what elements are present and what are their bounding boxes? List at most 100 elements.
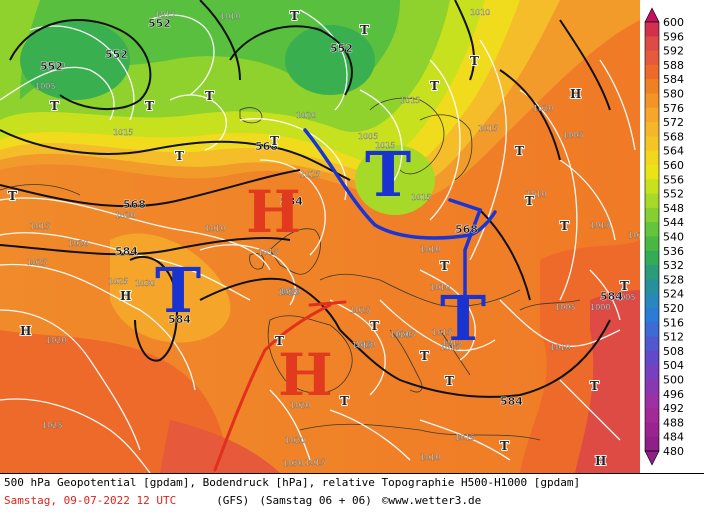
pressure-label: 1025 — [27, 258, 47, 267]
legend-swatch — [645, 222, 659, 237]
legend-value: 540 — [663, 231, 684, 244]
pressure-label: 1030 — [280, 287, 300, 296]
pressure-label: 1010 — [550, 343, 570, 352]
small-low-marker: T — [145, 99, 154, 113]
isobar-7 — [29, 25, 135, 121]
isobar-22 — [499, 299, 621, 347]
pressure-label: 1015 — [478, 124, 498, 133]
geo-east-1 — [499, 69, 561, 161]
pressure-label: 1020 — [285, 436, 305, 445]
low-pressure-marker: T — [440, 282, 486, 355]
legend-value: 484 — [663, 431, 684, 444]
isobar-6 — [0, 66, 115, 121]
small-low-marker: T — [440, 259, 449, 273]
geo-552-main — [0, 129, 351, 181]
isobar-28 — [589, 269, 621, 321]
legend-swatch — [645, 308, 659, 323]
geopotential-label: 584 — [168, 313, 191, 326]
coast-iceland — [239, 107, 263, 124]
footer-model: (GFS) — [216, 494, 250, 507]
pressure-label: 1020 — [355, 340, 375, 349]
coast-africa — [299, 423, 541, 441]
map-footer: 500 hPa Geopotential [gpdam], Bodendruck… — [0, 473, 704, 514]
geopotential-label: 584 — [115, 245, 138, 258]
small-low-marker: T — [8, 189, 17, 203]
legend-value: 576 — [663, 102, 684, 115]
geopotential-label: 552 — [105, 48, 128, 61]
pressure-label: 1015 — [258, 248, 278, 257]
ridge-lines — [213, 300, 347, 472]
ridge-red — [213, 303, 332, 472]
small-low-marker: T — [50, 99, 59, 113]
isobar-24 — [329, 409, 411, 461]
small-low-marker: T — [590, 379, 599, 393]
pressure-label: 1020 — [46, 336, 66, 345]
pressure-label: 1015 — [30, 222, 50, 231]
geopotential-contours — [0, 0, 611, 398]
legend-value: 588 — [663, 59, 684, 72]
isobar-21 — [419, 269, 476, 361]
geo-568-east — [479, 209, 531, 301]
band-588-sw — [160, 420, 280, 473]
isobar-12 — [199, 244, 296, 306]
small-low-marker: T — [470, 54, 479, 68]
legend-swatch — [645, 165, 659, 180]
small-low-marker: T — [270, 134, 279, 148]
footer-info: Samstag, 09-07-2022 12 UTC (GFS) (Samstag … — [4, 494, 481, 507]
legend-value: 600 — [663, 16, 684, 29]
pressure-label: 1015 — [440, 343, 460, 352]
isobar-3 — [0, 263, 196, 391]
pressure-label: 1010 — [205, 224, 225, 233]
geopotential-label: 552 — [40, 60, 63, 73]
small-low-marker: T — [340, 394, 349, 408]
pressure-label: 1005 — [563, 131, 583, 140]
patch-580-ocean — [110, 233, 231, 343]
high-pressure-marker: H — [278, 341, 333, 409]
legend-swatch — [645, 350, 659, 366]
pressure-label: 1015 — [442, 338, 462, 347]
small-low-marker: T — [275, 334, 284, 348]
pressure-label: 1015 — [432, 328, 452, 337]
core-baltic — [355, 145, 435, 215]
pressure-label: 1015 — [375, 141, 395, 150]
legend-value: 564 — [663, 145, 684, 158]
legend-swatch — [645, 379, 659, 395]
legend-value: 556 — [663, 173, 684, 186]
legend-swatch — [645, 265, 659, 280]
pressure-label: 1020 — [296, 111, 316, 120]
small-high-marker: H — [120, 289, 131, 303]
pressure-label: 1025 — [108, 277, 128, 286]
geo-norway — [454, 0, 476, 81]
small-low-marker: T — [515, 144, 524, 158]
pressure-label: 1020 — [628, 231, 640, 240]
legend-value: 572 — [663, 116, 684, 129]
legend-value: 584 — [663, 73, 684, 86]
legend-swatch — [645, 393, 659, 409]
legend-value: 528 — [663, 273, 684, 286]
isobar-16 — [469, 39, 507, 261]
color-legend: 600 596 592 588 584 580 576 572 568 564 560 556 552 5… — [640, 0, 704, 473]
legend-value: 500 — [663, 374, 684, 387]
pressure-label: 1030 — [283, 459, 303, 468]
isobar-11 — [259, 159, 326, 256]
pressure-label: 1010 — [420, 245, 440, 254]
legend-swatch — [645, 193, 659, 209]
legend-value: 596 — [663, 30, 684, 43]
small-low-marker: T — [360, 23, 369, 37]
isobar-14 — [359, 89, 403, 186]
legend-value: 544 — [663, 216, 684, 229]
small-high-marker: H — [595, 454, 606, 468]
legend-swatch — [645, 50, 659, 66]
small-low-marker: T — [500, 439, 509, 453]
geo-584-loop — [129, 255, 178, 362]
footer-date: Samstag, 09-07-2022 12 UTC — [4, 494, 177, 507]
pressure-label: 1015 — [352, 341, 372, 350]
low-pressure-marker: T — [365, 138, 411, 211]
isobar-8 — [149, 14, 215, 96]
geopotential-label: 552 — [330, 42, 353, 55]
legend-value: 592 — [663, 45, 684, 58]
isobar-19 — [329, 299, 386, 396]
pressure-label: 1015 — [155, 10, 175, 19]
legend-swatch — [645, 436, 659, 452]
